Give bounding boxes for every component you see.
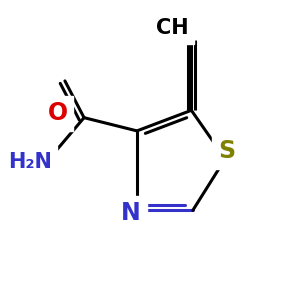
Text: H₂N: H₂N (8, 152, 52, 172)
Text: CH: CH (156, 18, 189, 38)
Text: N: N (121, 201, 141, 225)
Text: S: S (218, 140, 235, 164)
Text: O: O (47, 101, 68, 125)
